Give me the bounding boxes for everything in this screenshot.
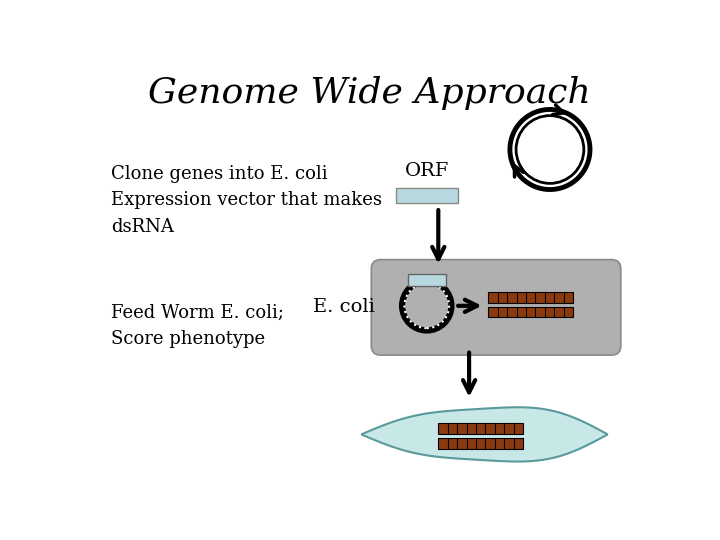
Bar bbox=[488, 307, 573, 318]
Bar bbox=[438, 438, 523, 449]
Bar bbox=[396, 188, 457, 204]
Bar bbox=[488, 292, 573, 303]
Text: Genome Wide Approach: Genome Wide Approach bbox=[148, 76, 590, 110]
Polygon shape bbox=[361, 407, 608, 462]
FancyBboxPatch shape bbox=[372, 260, 621, 355]
Bar bbox=[408, 274, 446, 286]
Text: Clone genes into E. coli
Expression vector that makes
dsRNA: Clone genes into E. coli Expression vect… bbox=[111, 165, 382, 235]
Bar bbox=[438, 423, 523, 434]
Text: ORF: ORF bbox=[405, 163, 449, 180]
Text: E. coli: E. coli bbox=[313, 298, 375, 315]
Text: Feed Worm E. coli;
Score phenotype: Feed Worm E. coli; Score phenotype bbox=[111, 303, 284, 348]
